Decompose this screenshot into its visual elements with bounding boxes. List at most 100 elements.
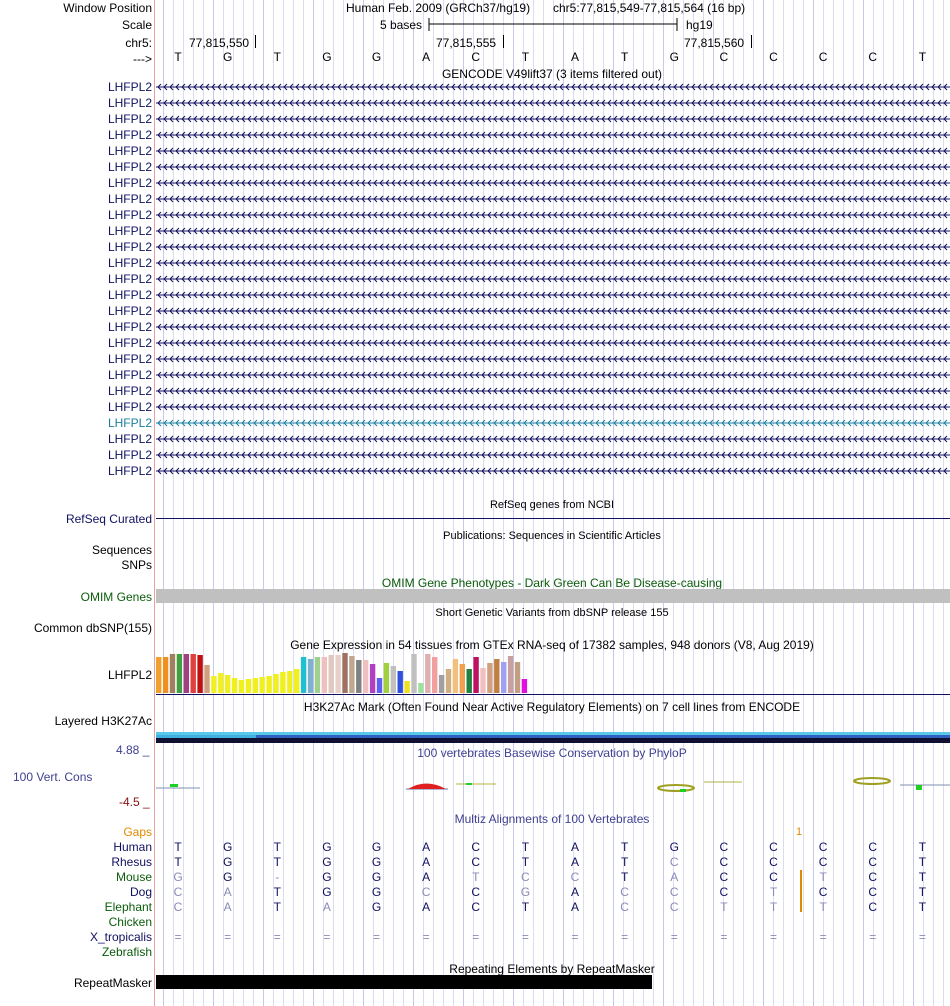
species-label[interactable]: Mouse	[115, 870, 152, 884]
gencode-gene-label[interactable]: LHFPL2	[107, 240, 152, 254]
gencode-gene-intron[interactable]	[156, 179, 950, 187]
gencode-gene-label[interactable]: LHFPL2	[107, 128, 152, 142]
gencode-gene-intron[interactable]	[156, 323, 950, 331]
gencode-gene-intron[interactable]	[156, 275, 950, 283]
gencode-title[interactable]: GENCODE V49lift37 (3 items filtered out)	[441, 67, 663, 81]
gencode-gene-label[interactable]: LHFPL2	[107, 432, 152, 446]
gencode-gene-intron[interactable]	[156, 195, 950, 203]
gencode-gene-label[interactable]: LHFPL2	[107, 400, 152, 414]
gencode-gene-label[interactable]: LHFPL2	[107, 368, 152, 382]
gencode-gene-intron[interactable]	[156, 419, 950, 427]
gencode-gene-label[interactable]: LHFPL2	[107, 256, 152, 270]
gencode-gene-intron[interactable]	[156, 307, 950, 315]
gtex-tissue-bar	[494, 659, 500, 693]
gencode-gene-label[interactable]: LHFPL2	[107, 96, 152, 110]
gencode-gene-label[interactable]: LHFPL2	[107, 192, 152, 206]
gtex-label[interactable]: LHFPL2	[107, 668, 152, 682]
gencode-gene-intron[interactable]	[156, 435, 950, 443]
phylop-label[interactable]: 100 Vert. Cons	[13, 770, 93, 784]
h3k27ac-title[interactable]: H3K27Ac Mark (Often Found Near Active Re…	[303, 700, 801, 714]
gencode-gene-intron[interactable]	[156, 339, 950, 347]
gencode-gene-intron[interactable]	[156, 371, 950, 379]
gencode-gene-intron[interactable]	[156, 115, 950, 123]
gencode-gene-label[interactable]: LHFPL2	[107, 272, 152, 286]
gencode-gene-intron[interactable]	[156, 83, 950, 91]
phylop-signal[interactable]	[156, 772, 950, 796]
publications-title[interactable]: Publications: Sequences in Scientific Ar…	[443, 530, 661, 542]
snps-label[interactable]: SNPs	[121, 558, 152, 572]
grid-line	[483, 0, 484, 1006]
gencode-gene-label[interactable]: LHFPL2	[107, 416, 152, 430]
refseq-line[interactable]	[156, 518, 950, 519]
species-label[interactable]: Human	[113, 840, 152, 854]
refseq-title[interactable]: RefSeq genes from NCBI	[489, 499, 615, 511]
sequences-label[interactable]: Sequences	[91, 543, 152, 557]
species-label[interactable]: Rhesus	[111, 855, 152, 869]
gencode-gene-label[interactable]: LHFPL2	[107, 144, 152, 158]
repeatmasker-element[interactable]	[156, 975, 652, 989]
grid-line	[603, 0, 604, 1006]
gtex-tissue-bar	[238, 680, 245, 693]
gencode-gene-intron[interactable]	[156, 387, 950, 395]
h3k27ac-label[interactable]: Layered H3K27Ac	[54, 714, 152, 728]
gencode-gene-label[interactable]: LHFPL2	[107, 160, 152, 174]
h3k27ac-signal[interactable]	[156, 732, 950, 744]
gencode-gene-intron[interactable]	[156, 355, 950, 363]
species-label[interactable]: X_tropicalis	[89, 930, 152, 944]
omim-title[interactable]: OMIM Gene Phenotypes - Dark Green Can Be…	[381, 576, 723, 590]
grid-line	[353, 0, 354, 1006]
gencode-gene-label[interactable]: LHFPL2	[107, 224, 152, 238]
grid-line	[293, 0, 294, 1006]
gencode-gene-label[interactable]: LHFPL2	[107, 352, 152, 366]
grid-line	[543, 0, 544, 1006]
alignment-base: T	[521, 855, 530, 869]
gencode-gene-intron[interactable]	[156, 467, 950, 475]
species-label[interactable]: Elephant	[104, 900, 152, 914]
gencode-gene-label[interactable]: LHFPL2	[107, 112, 152, 126]
gencode-gene-label[interactable]: LHFPL2	[107, 288, 152, 302]
gtex-tissue-bar	[300, 657, 307, 693]
grid-line	[863, 0, 864, 1006]
phylop-title[interactable]: 100 vertebrates Basewise Conservation by…	[417, 746, 687, 760]
multiz-title[interactable]: Multiz Alignments of 100 Vertebrates	[454, 812, 650, 826]
species-label[interactable]: Dog	[129, 885, 152, 899]
repeatmasker-label[interactable]: RepeatMasker	[73, 976, 152, 990]
gencode-gene-intron[interactable]	[156, 163, 950, 171]
gencode-gene-intron[interactable]	[156, 403, 950, 411]
gencode-gene-intron[interactable]	[156, 99, 950, 107]
gencode-gene-intron[interactable]	[156, 131, 950, 139]
gencode-gene-intron[interactable]	[156, 227, 950, 235]
gtex-chart[interactable]	[156, 652, 950, 696]
gencode-gene-intron[interactable]	[156, 211, 950, 219]
refseq-label[interactable]: RefSeq Curated	[65, 512, 152, 526]
alignment-base: C	[868, 885, 878, 899]
gtex-title[interactable]: Gene Expression in 54 tissues from GTEx …	[290, 638, 814, 652]
gtex-tissue-bar	[162, 657, 169, 693]
gencode-gene-label[interactable]: LHFPL2	[107, 320, 152, 334]
omim-label[interactable]: OMIM Genes	[80, 590, 152, 604]
omim-bar[interactable]	[156, 589, 950, 603]
dbsnp-label[interactable]: Common dbSNP(155)	[33, 621, 152, 635]
gencode-gene-intron[interactable]	[156, 451, 950, 459]
gencode-gene-label[interactable]: LHFPL2	[107, 448, 152, 462]
dbsnp-title[interactable]: Short Genetic Variants from dbSNP releas…	[435, 607, 669, 619]
gencode-gene-label[interactable]: LHFPL2	[107, 336, 152, 350]
species-label[interactable]: Zebrafish	[101, 945, 152, 959]
gencode-gene-label[interactable]: LHFPL2	[107, 80, 152, 94]
gencode-gene-label[interactable]: LHFPL2	[107, 208, 152, 222]
gencode-gene-label[interactable]: LHFPL2	[107, 464, 152, 478]
gencode-gene-label[interactable]: LHFPL2	[107, 176, 152, 190]
gencode-gene-intron[interactable]	[156, 243, 950, 251]
gencode-gene-intron[interactable]	[156, 291, 950, 299]
grid-line	[633, 0, 634, 1006]
gencode-gene-intron[interactable]	[156, 147, 950, 155]
gaps-label[interactable]: Gaps	[123, 825, 152, 839]
repeatmasker-title[interactable]: Repeating Elements by RepeatMasker	[449, 962, 655, 976]
gencode-gene-label[interactable]: LHFPL2	[107, 384, 152, 398]
gencode-gene-intron[interactable]	[156, 259, 950, 267]
gencode-gene-label[interactable]: LHFPL2	[107, 304, 152, 318]
grid-line	[643, 0, 644, 1006]
base-letter: C	[471, 50, 481, 64]
species-label[interactable]: Chicken	[108, 915, 152, 929]
alignment-base: T	[819, 900, 827, 914]
